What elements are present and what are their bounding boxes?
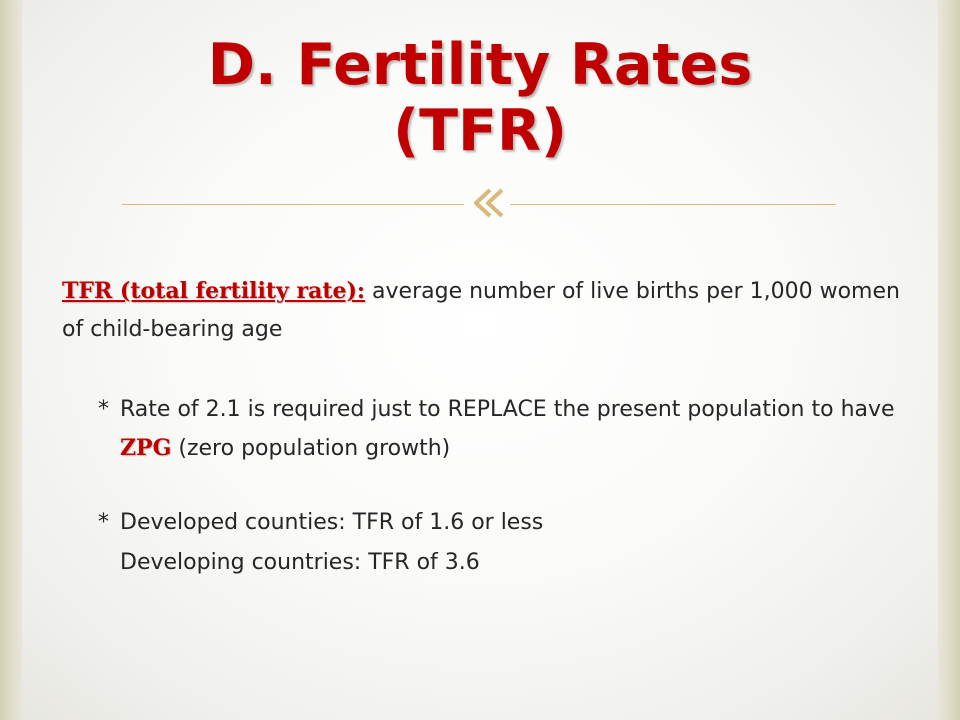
bullet-developed-text: Developed counties: TFR of 1.6 or less [120, 510, 544, 535]
bullet-marker: * [98, 510, 109, 535]
double-chevron-ornament-icon [474, 188, 504, 218]
bullet-tfr-levels: * Developed counties: TFR of 1.6 or less [62, 504, 912, 542]
title-line-1: D. Fertility Rates [207, 32, 753, 98]
slide-right-border [938, 0, 960, 720]
title-divider-left [122, 204, 464, 205]
bullet-text-before: Rate of 2.1 is required just to REPLACE … [120, 397, 895, 422]
slide-title: D. Fertility Rates (TFR) [40, 32, 920, 164]
bullet-developing-text: Developing countries: TFR of 3.6 [120, 550, 480, 575]
bullet-replacement-rate: * Rate of 2.1 is required just to REPLACE… [62, 391, 912, 468]
bullet-marker: * [98, 397, 109, 422]
title-divider-right [510, 204, 836, 205]
bullet-text-after: (zero population growth) [171, 436, 451, 461]
definition-paragraph: TFR (total fertility rate): average numb… [62, 272, 912, 349]
slide-left-border [0, 0, 22, 720]
title-line-2: (TFR) [393, 98, 567, 164]
definition-term: TFR (total fertility rate): [62, 278, 366, 304]
definition-text: average number of live births per 1,000 … [62, 279, 900, 342]
zpg-highlight: ZPG [120, 435, 172, 461]
slide-body: TFR (total fertility rate): average numb… [62, 272, 912, 582]
